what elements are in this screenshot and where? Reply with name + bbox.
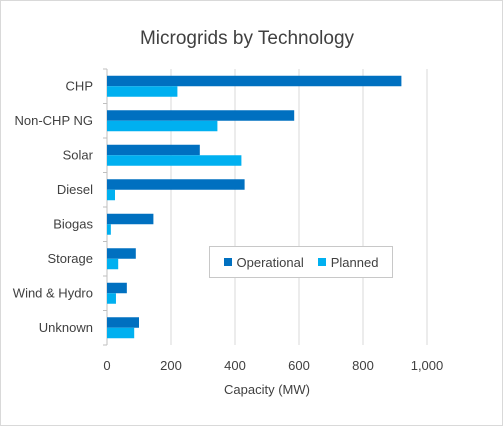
category-label: Solar bbox=[63, 147, 94, 162]
bar-planned-wind-hydro bbox=[107, 293, 116, 304]
bar-planned-diesel bbox=[107, 190, 115, 201]
x-tick-label: 1,000 bbox=[411, 358, 444, 373]
category-label: CHP bbox=[66, 78, 93, 93]
x-tick-label: 0 bbox=[103, 358, 110, 373]
chart-legend: Operational Planned bbox=[209, 246, 393, 278]
bar-planned-non-chp-ng bbox=[107, 121, 217, 132]
legend-label-planned: Planned bbox=[331, 255, 379, 270]
x-axis-title: Capacity (MW) bbox=[224, 382, 310, 397]
legend-label-operational: Operational bbox=[237, 255, 304, 270]
x-tick-label: 400 bbox=[224, 358, 246, 373]
legend-swatch-operational bbox=[224, 258, 232, 266]
bar-operational-chp bbox=[107, 76, 401, 87]
category-label: Wind & Hydro bbox=[13, 285, 93, 300]
legend-item-operational: Operational bbox=[224, 255, 304, 270]
category-label: Biogas bbox=[53, 216, 93, 231]
bar-operational-non-chp-ng bbox=[107, 110, 294, 121]
bar-operational-biogas bbox=[107, 214, 153, 225]
bar-planned-unknown bbox=[107, 328, 134, 339]
category-label: Unknown bbox=[39, 320, 93, 335]
bar-planned-biogas bbox=[107, 224, 111, 235]
bar-operational-diesel bbox=[107, 179, 245, 190]
x-tick-label: 200 bbox=[160, 358, 182, 373]
legend-item-planned: Planned bbox=[318, 255, 379, 270]
bar-planned-chp bbox=[107, 86, 177, 97]
x-tick-label: 800 bbox=[352, 358, 374, 373]
bar-operational-solar bbox=[107, 145, 200, 156]
bar-operational-storage bbox=[107, 248, 136, 259]
bar-operational-wind-hydro bbox=[107, 283, 127, 294]
category-label: Storage bbox=[47, 251, 93, 266]
category-label: Diesel bbox=[57, 182, 93, 197]
x-tick-label: 600 bbox=[288, 358, 310, 373]
category-label: Non-CHP NG bbox=[14, 113, 93, 128]
bar-planned-solar bbox=[107, 155, 241, 166]
bar-planned-storage bbox=[107, 259, 118, 270]
bar-operational-unknown bbox=[107, 317, 139, 328]
legend-swatch-planned bbox=[318, 258, 326, 266]
